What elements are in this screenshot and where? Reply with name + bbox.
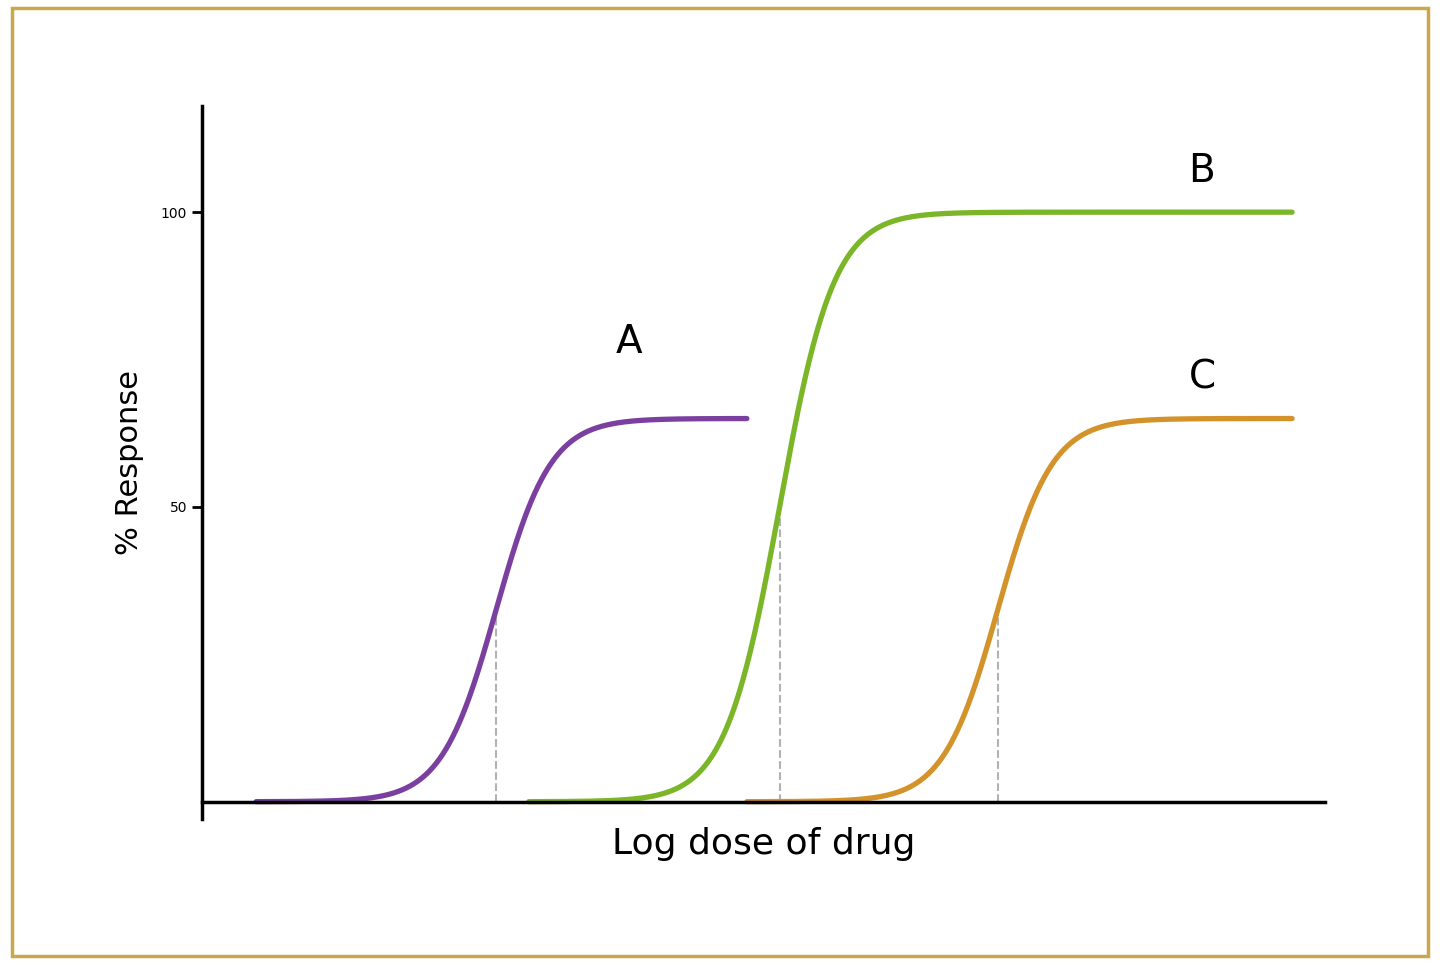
Text: A: A: [616, 323, 642, 361]
Text: B: B: [1188, 152, 1215, 190]
Text: C: C: [1188, 359, 1215, 396]
Y-axis label: % Response: % Response: [115, 370, 144, 555]
X-axis label: Log dose of drug: Log dose of drug: [612, 827, 914, 861]
